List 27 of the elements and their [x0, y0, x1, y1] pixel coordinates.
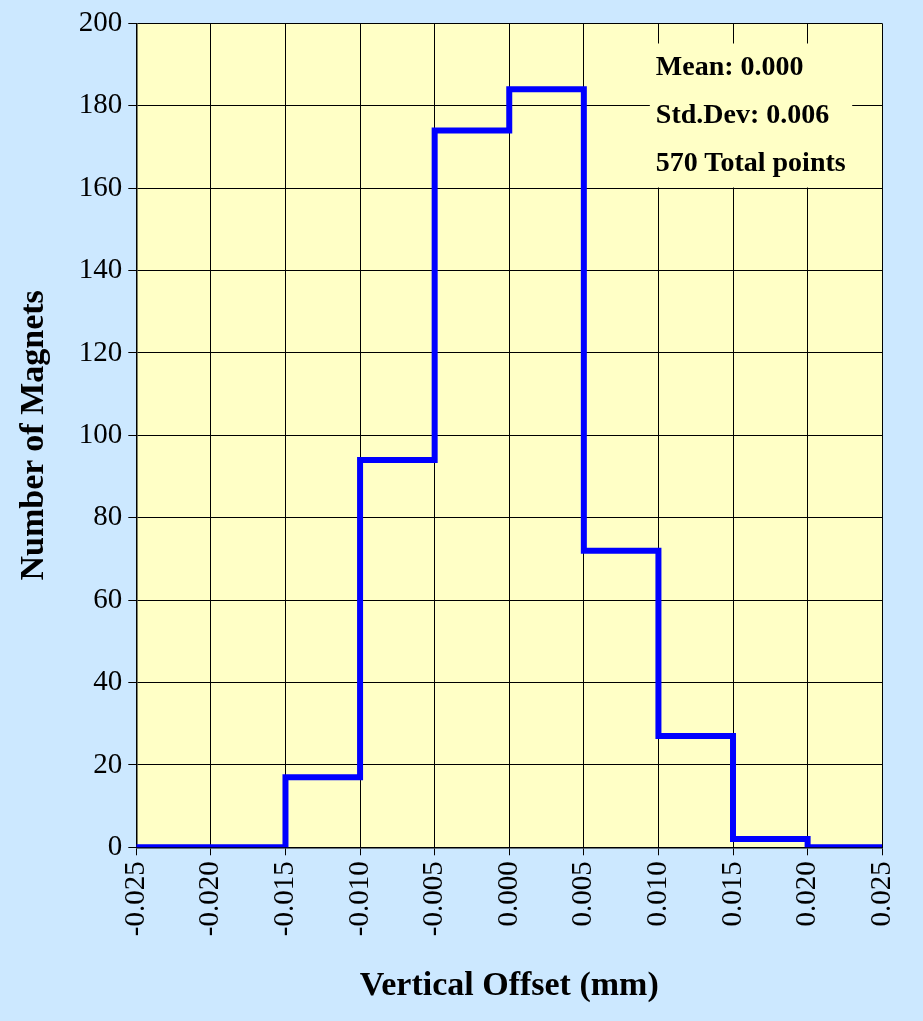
x-tick-label: 0.020: [789, 861, 822, 927]
y-tick-label: 160: [78, 169, 123, 202]
y-axis-title: Number of Magnets: [13, 290, 51, 581]
annotation: 570 Total points: [655, 145, 846, 177]
y-tick-label: 80: [93, 499, 123, 532]
y-tick-label: 100: [78, 416, 123, 449]
y-tick-label: 180: [78, 87, 123, 120]
y-tick-label: 120: [78, 334, 123, 367]
x-tick-label: 0.005: [565, 861, 598, 927]
x-tick-label: 0.010: [640, 861, 673, 927]
x-tick-label: -0.010: [341, 861, 374, 937]
x-tick-label: -0.020: [192, 861, 225, 937]
y-tick-label: 40: [93, 664, 123, 697]
x-tick-label: -0.015: [267, 861, 300, 937]
x-tick-label: -0.005: [416, 861, 449, 937]
y-tick-label: 20: [93, 746, 123, 779]
annotation: Mean: 0.000: [655, 49, 804, 81]
x-tick-label: -0.025: [117, 861, 150, 937]
y-tick-label: 140: [78, 252, 123, 285]
x-tick-label: 0.015: [714, 861, 747, 927]
y-tick-label: 60: [93, 581, 123, 614]
x-tick-label: 0.025: [863, 861, 896, 927]
annotation: Std.Dev: 0.006: [655, 97, 830, 129]
y-tick-label: 200: [78, 5, 123, 38]
x-axis-title: Vertical Offset (mm): [359, 965, 659, 1004]
y-tick-label: 0: [107, 828, 123, 861]
x-tick-label: 0.000: [490, 861, 523, 927]
